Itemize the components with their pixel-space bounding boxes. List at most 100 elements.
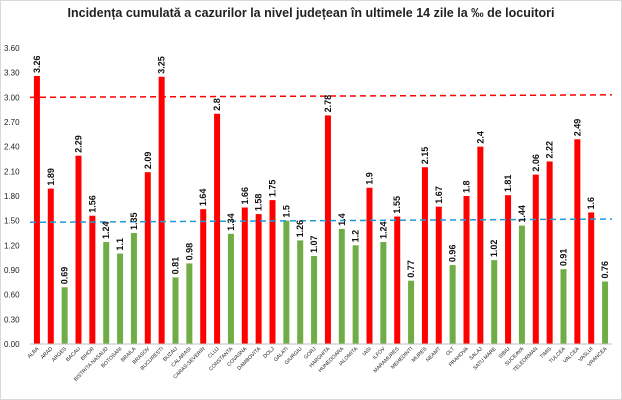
data-label: 1.24 [101,222,111,240]
bar [241,207,248,344]
y-tick-label: 0.60 [4,291,20,300]
data-label: 1.26 [295,220,305,238]
bar [214,113,221,345]
category-label: OLT [445,346,457,358]
bar [89,215,96,344]
data-label: 1.5 [281,205,291,218]
bar [103,242,110,344]
y-tick-label: 3.30 [4,69,20,78]
data-label: 2.49 [572,119,582,137]
bar [574,139,581,344]
bar [283,220,290,344]
data-label: 2.29 [74,135,84,153]
data-label: 1.81 [503,175,513,193]
y-axis: 0.00 0.30 0.60 0.90 1.20 1.50 1.80 2.10 2.40 2.70… [4,44,20,349]
y-tick-label: 1.50 [4,217,20,226]
bar [505,195,512,344]
bar [449,265,456,344]
reference-line [29,94,613,99]
bar [311,256,318,344]
bar [75,155,82,344]
y-tick-label: 0.00 [4,340,20,349]
bar [352,245,359,344]
category-label: NEAMT [425,346,443,364]
data-label: 1.8 [462,180,472,193]
bar [394,216,401,344]
data-label: 1.4 [337,213,347,226]
bar [47,188,54,344]
bar [130,233,137,344]
bar [172,277,179,344]
bar [324,115,331,344]
data-label: 2.15 [420,147,430,165]
category-label: ALBA [27,346,41,360]
bar [269,200,276,344]
data-label: 1.75 [268,180,278,198]
data-label: 2.09 [143,152,153,170]
bar [588,212,595,344]
data-label: 2.06 [531,154,541,172]
category-label: IASI [362,346,373,357]
data-label: 0.81 [171,257,181,275]
bar [546,161,553,344]
bar [338,228,345,344]
bar [518,225,525,344]
data-label: 0.77 [406,260,416,278]
bar [255,214,262,344]
bar [297,240,304,344]
data-label: 1.55 [392,196,402,214]
bar [421,167,428,344]
bar [463,196,470,344]
chart-title: Incidența cumulată a cazurilor la nivel … [67,6,555,20]
bar [366,187,373,344]
data-label: 1.58 [254,194,264,212]
y-tick-label: 2.10 [4,167,20,176]
bars [33,75,609,345]
bar [602,281,609,344]
bar [200,209,207,344]
data-label: 1.66 [240,187,250,205]
data-label: 1.34 [226,213,236,231]
bar [61,287,68,344]
data-labels: 3.26 1.89 0.69 2.29 1.56 1.24 1.1 1.35 2.09 3.25 0… [32,55,610,284]
bar [477,146,484,344]
data-label: 1.64 [198,189,208,207]
data-label: 0.96 [448,245,458,263]
data-label: 2.4 [475,131,485,144]
y-tick-label: 1.20 [4,241,20,250]
data-label: 1.56 [87,195,97,213]
reference-line [29,218,613,224]
bar [435,206,442,344]
bar [532,174,539,344]
data-label: 2.22 [545,141,555,159]
data-label: 1.89 [46,168,56,186]
data-label: 1.24 [378,222,388,240]
category-label: BACAU [65,346,82,363]
bar [227,233,234,344]
bar [144,172,151,344]
y-tick-label: 2.40 [4,143,20,152]
data-label: 1.07 [309,235,319,253]
data-label: 1.1 [115,238,125,251]
category-label: VALCEA [562,346,581,365]
data-label: 0.98 [184,243,194,261]
data-label: 1.35 [129,212,139,230]
bar [158,76,165,345]
y-tick-label: 3.60 [4,44,20,53]
bar [408,280,415,344]
reference-lines [29,94,613,224]
data-label: 1.67 [434,186,444,204]
data-label: 1.2 [351,230,361,243]
data-label: 3.25 [157,56,167,74]
data-label: 2.78 [323,95,333,113]
y-tick-label: 1.80 [4,192,20,201]
bar [491,260,498,344]
data-label: 1.9 [365,172,375,185]
bar [560,269,567,344]
data-label: 0.69 [60,267,70,285]
y-tick-label: 0.90 [4,266,20,275]
data-label: 2.8 [212,98,222,111]
y-tick-label: 2.70 [4,118,20,127]
